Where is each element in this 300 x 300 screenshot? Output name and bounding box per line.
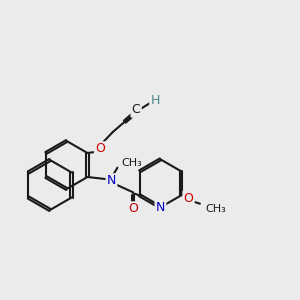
Text: CH₃: CH₃ — [205, 204, 226, 214]
Text: C: C — [132, 103, 140, 116]
Text: O: O — [128, 202, 138, 215]
Text: O: O — [95, 142, 105, 155]
Text: CH₃: CH₃ — [122, 158, 142, 168]
Text: N: N — [107, 175, 116, 188]
Text: O: O — [184, 191, 194, 205]
Text: N: N — [156, 201, 165, 214]
Text: H: H — [150, 94, 160, 107]
